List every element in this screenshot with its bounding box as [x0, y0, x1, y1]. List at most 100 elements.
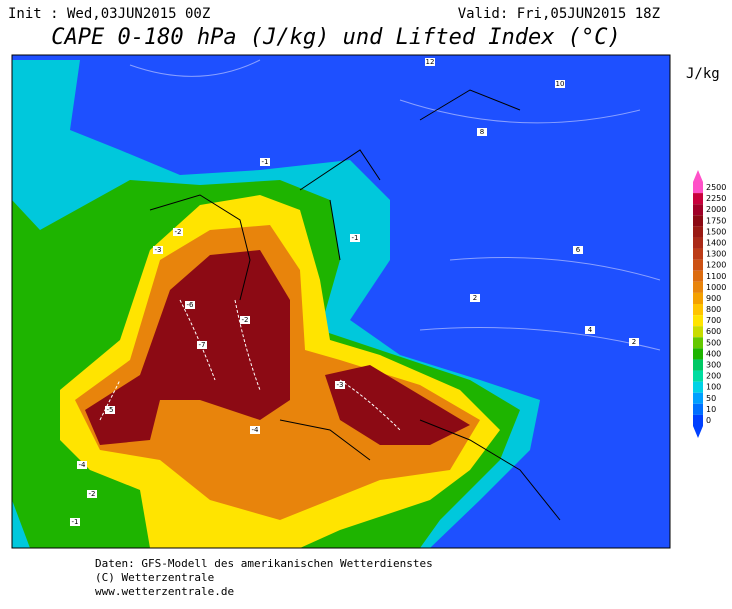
- contour-label-box: [87, 490, 97, 498]
- contour-label: -2: [242, 316, 249, 324]
- colorbar-box: [693, 193, 703, 205]
- contour-label-box: [470, 294, 480, 302]
- footer-line: (C) Wetterzentrale: [95, 571, 214, 584]
- colorbar-label: 800: [706, 305, 721, 314]
- contour-label: 10: [556, 80, 565, 88]
- contour-label: 8: [480, 128, 484, 136]
- footer-line: Daten: GFS-Modell des amerikanischen Wet…: [95, 557, 433, 570]
- contour-label: 6: [576, 246, 581, 254]
- contour-label: -7: [199, 341, 206, 349]
- colorbar-box: [693, 226, 703, 238]
- footer-line: www.wetterzentrale.de: [95, 585, 234, 598]
- contour-label: -5: [107, 406, 114, 414]
- map: 12 10 8 6 4 2 -1 -2 -3 -4 -5 -6 -7 -2 -1 -3 -4 -2 -1 2: [11, 54, 671, 549]
- contour-label: -4: [252, 426, 260, 434]
- contour-label-box: [585, 326, 595, 334]
- colorbar-label: 2500: [706, 183, 726, 192]
- contour-label-box: [105, 406, 115, 414]
- contour-label-box: [260, 158, 270, 166]
- colorbar-box: [693, 403, 703, 415]
- contour-label-box: [173, 228, 183, 236]
- contour-label: -2: [175, 228, 182, 236]
- contour-label: 4: [588, 326, 593, 334]
- colorbar-box: [693, 215, 703, 227]
- colorbar-label: 2000: [706, 205, 726, 214]
- colorbar-box: [693, 237, 703, 249]
- contour-label-box: [240, 316, 250, 324]
- colorbar-box: [693, 281, 703, 293]
- colorbar-box: [693, 304, 703, 316]
- colorbar-box: [693, 414, 703, 426]
- colorbar-label: 50: [706, 394, 716, 403]
- colorbar-box: [693, 182, 703, 194]
- colorbar-label: 1500: [706, 227, 726, 236]
- colorbar-tip: [693, 426, 703, 438]
- contour-label: -1: [262, 158, 269, 166]
- positive-index-contours: [129, 59, 661, 351]
- contour-label: -3: [337, 381, 344, 389]
- contour-label: -1: [72, 518, 79, 526]
- colorbar-label: 400: [706, 349, 721, 358]
- map-title: CAPE 0-180 hPa (J/kg) und Lifted Index (…: [51, 25, 621, 50]
- colorbar-label: 1200: [706, 261, 726, 270]
- contour-label-box: [70, 518, 80, 526]
- colorbar-box: [693, 259, 703, 271]
- colorbar-label: 1300: [706, 250, 726, 259]
- colorbar-box: [693, 315, 703, 327]
- colorbar-box: [693, 392, 703, 404]
- cape-red-west: [85, 250, 290, 445]
- contour-label: -2: [89, 490, 96, 498]
- borders: [149, 89, 561, 521]
- colorbar-box: [693, 337, 703, 349]
- colorbar-unit: J/kg: [686, 66, 720, 82]
- contour-label: -1: [352, 234, 359, 242]
- contour-label-box: [350, 234, 360, 242]
- colorbar-label: 200: [706, 372, 721, 381]
- contour-label: 2: [473, 294, 477, 302]
- contour-label-box: [185, 301, 195, 309]
- contour-label-box: [477, 128, 487, 136]
- contour-label: -3: [155, 246, 162, 254]
- colorbar-label: 2250: [706, 194, 726, 203]
- colorbar-label: 300: [706, 361, 721, 370]
- contour-label: 12: [426, 58, 435, 66]
- contour-label-box: [77, 461, 87, 469]
- colorbar: 2500225020001750150014001300120011001000…: [693, 170, 726, 438]
- colorbar-box: [693, 370, 703, 382]
- colorbar-label: 100: [706, 383, 721, 392]
- contour-label-box: [335, 381, 345, 389]
- colorbar-box: [693, 326, 703, 338]
- colorbar-label: 500: [706, 338, 721, 347]
- contour-label-box: [555, 80, 565, 88]
- contour-label: -4: [79, 461, 87, 469]
- valid-time: Valid: Fri,05JUN2015 18Z: [458, 6, 660, 22]
- contour-label: -6: [187, 301, 195, 309]
- colorbar-label: 700: [706, 316, 721, 325]
- colorbar-label: 10: [706, 405, 716, 414]
- colorbar-box: [693, 292, 703, 304]
- contour-label-box: [250, 426, 260, 434]
- init-time: Init : Wed,03JUN2015 00Z: [8, 6, 210, 22]
- colorbar-label: 1100: [706, 272, 726, 281]
- colorbar-label: 0: [706, 416, 711, 425]
- colorbar-label: 600: [706, 327, 721, 336]
- contour-label-box: [197, 341, 207, 349]
- colorbar-box: [693, 270, 703, 282]
- contour-label-box: [425, 58, 435, 66]
- colorbar-box: [693, 381, 703, 393]
- colorbar-box: [693, 204, 703, 216]
- colorbar-label: 1000: [706, 283, 726, 292]
- contour-label-box: [573, 246, 583, 254]
- contour-label-box: [629, 338, 639, 346]
- colorbar-label: 1400: [706, 239, 726, 248]
- contour-label: 2: [632, 338, 636, 346]
- colorbar-box: [693, 248, 703, 260]
- colorbar-box: [693, 359, 703, 371]
- colorbar-label: 1750: [706, 216, 726, 225]
- contour-label-box: [153, 246, 163, 254]
- colorbar-tip: [693, 170, 703, 182]
- map-frame: [11, 54, 671, 549]
- colorbar-box: [693, 348, 703, 360]
- colorbar-label: 900: [706, 294, 721, 303]
